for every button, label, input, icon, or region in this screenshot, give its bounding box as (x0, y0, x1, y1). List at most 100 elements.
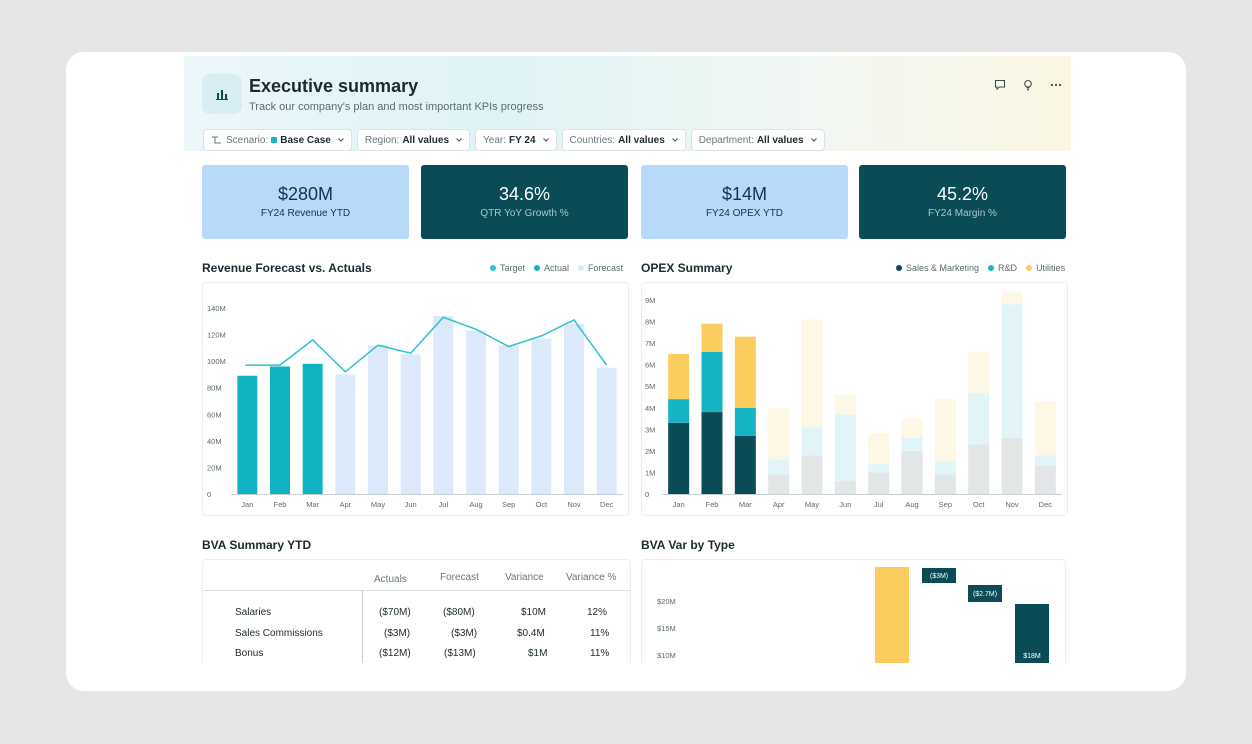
region-filter[interactable]: Region: All values (356, 129, 471, 151)
table-cell: ($13M) (444, 648, 476, 659)
more-icon[interactable] (1049, 78, 1063, 92)
legend-item-utilities: Utilities (1026, 263, 1065, 273)
x-tick-label: May (371, 500, 385, 509)
revenue-chart-panel: 0 20M 40M 60M 80M 100M 120M 140M Jan Feb Mar Apr May… (202, 282, 629, 516)
kpi-value: $14M (721, 184, 768, 204)
x-tick-label: Jul (874, 500, 884, 509)
filter-bar: Scenario: Base Case Region: All values Y… (203, 129, 825, 151)
opex-bar-segment (801, 319, 823, 428)
chevron-down-icon (337, 138, 344, 142)
kpi-card-growth[interactable]: 34.6% QTR YoY Growth % (421, 165, 628, 239)
scenario-filter-label: Scenario: (226, 134, 269, 146)
waterfall-bar (875, 567, 909, 663)
opex-bar-segment (934, 474, 956, 494)
y-tick-label: 140M (207, 304, 226, 313)
y-tick-label: 7M (645, 339, 655, 348)
kpi-label: QTR YoY Growth % (480, 208, 569, 219)
year-filter-value: FY 24 (509, 134, 536, 146)
opex-bar-segment (768, 474, 790, 494)
revenue-chart-title: Revenue Forecast vs. Actuals (202, 261, 372, 275)
opex-bar-segment (1034, 401, 1056, 456)
header: Executive summary Track our company's pl… (184, 56, 1071, 151)
y-tick-label: 20M (207, 463, 222, 472)
y-tick-label: $20M (657, 597, 676, 606)
kpi-value: 34.6% (498, 184, 551, 204)
x-tick-label: Jun (839, 500, 851, 509)
table-cell: 12% (587, 607, 608, 618)
forecast-bar (335, 374, 356, 494)
x-tick-label: Sep (502, 500, 515, 509)
x-tick-label: Oct (535, 500, 548, 509)
x-tick-label: Nov (567, 500, 581, 509)
scenario-icon (212, 136, 221, 144)
lightbulb-icon[interactable] (1021, 78, 1035, 92)
opex-bar-segment (1001, 304, 1023, 438)
table-cell: $1M (528, 648, 548, 659)
table-cell: ($3M) (384, 628, 411, 639)
y-tick-label: 80M (207, 384, 222, 393)
legend-item-rnd: R&D (988, 263, 1017, 273)
x-tick-label: Aug (469, 500, 482, 509)
bva-summary-title: BVA Summary YTD (202, 538, 312, 552)
comment-icon[interactable] (993, 78, 1007, 92)
header-divider (203, 590, 630, 591)
column-header: Variance (505, 572, 544, 583)
countries-filter[interactable]: Countries: All values (561, 129, 686, 151)
opex-bar-segment (901, 418, 923, 438)
forecast-bar (466, 330, 486, 494)
kpi-card-revenue[interactable]: $280M FY24 Revenue YTD (202, 165, 409, 239)
y-tick-label: 6M (645, 361, 655, 370)
department-filter-label: Department: (698, 134, 754, 146)
x-tick-label: Nov (1005, 500, 1019, 509)
opex-bar-segment (768, 407, 790, 460)
page-subtitle: Track our company's plan and most import… (249, 101, 544, 113)
department-filter[interactable]: Department: All values (690, 129, 825, 151)
y-tick-label: 2M (645, 447, 655, 456)
opex-bar-segment (1034, 455, 1056, 466)
y-tick-label: 4M (645, 404, 655, 413)
opex-legend: Sales & Marketing R&D Utilities (896, 263, 1065, 273)
actual-bar (270, 366, 290, 494)
chevron-down-icon (542, 138, 549, 142)
x-tick-label: Mar (306, 500, 319, 509)
scenario-filter-value: Base Case (280, 134, 331, 146)
opex-bar-segment (901, 450, 923, 494)
opex-bar-segment (768, 459, 790, 475)
x-tick-label: Dec (600, 500, 614, 509)
year-filter-label: Year: (483, 134, 506, 146)
x-tick-label: Apr (773, 500, 785, 509)
region-filter-value: All values (402, 134, 450, 146)
opex-bar-segment (968, 444, 990, 494)
scenario-dot (271, 137, 278, 143)
opex-bar-segment (668, 399, 690, 423)
x-tick-label: Aug (905, 500, 918, 509)
opex-bar-segment (668, 422, 690, 494)
opex-bar-segment (668, 353, 690, 400)
actual-bar (302, 363, 323, 494)
actual-bar (237, 375, 258, 494)
y-tick-label: 3M (645, 425, 655, 434)
kpi-card-margin[interactable]: 45.2% FY24 Margin % (859, 165, 1066, 239)
y-tick-label: 0 (207, 490, 211, 499)
chevron-down-icon (456, 138, 462, 142)
data-label: ($3M) (930, 573, 948, 580)
opex-bar-segment (868, 472, 890, 494)
x-tick-label: Apr (339, 500, 351, 509)
revenue-legend: Target Actual Forecast (490, 263, 623, 273)
table-cell: ($70M) (379, 607, 411, 618)
y-tick-label: 40M (207, 437, 222, 446)
revenue-chart: 0 20M 40M 60M 80M 100M 120M 140M Jan Feb Mar Apr May… (207, 304, 623, 509)
forecast-bar (596, 367, 617, 494)
opex-bar-segment (1001, 291, 1023, 305)
scenario-filter[interactable]: Scenario: Base Case (203, 129, 352, 151)
y-tick-label: 100M (207, 357, 226, 366)
region-filter-label: Region: (364, 134, 400, 146)
x-tick-label: Dec (1039, 500, 1053, 509)
year-filter[interactable]: Year: FY 24 (475, 129, 557, 151)
kpi-card-opex[interactable]: $14M FY24 OPEX YTD (641, 165, 848, 239)
department-filter-value: All values (756, 134, 804, 146)
x-tick-label: Jan (241, 500, 253, 509)
chevron-down-icon (810, 138, 817, 142)
page-title: Executive summary (249, 76, 419, 96)
column-header: Actuals (374, 574, 407, 585)
